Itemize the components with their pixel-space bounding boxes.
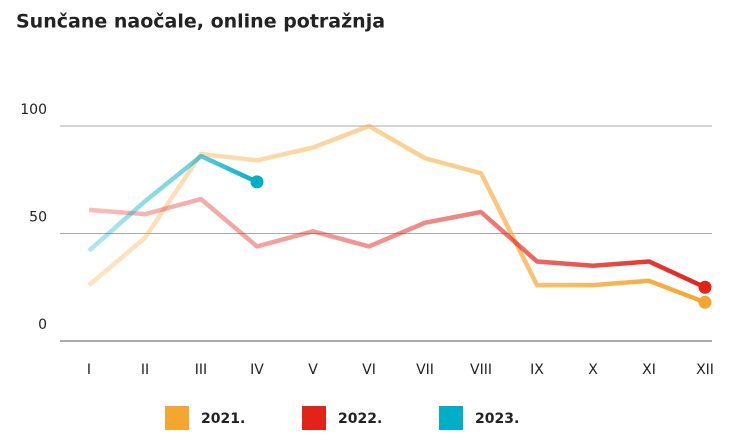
end-point [698, 280, 712, 294]
legend-label: 2023. [475, 411, 519, 427]
x-tick-label: II [141, 362, 149, 378]
x-tick-label: III [195, 362, 207, 378]
x-tick-label: X [588, 362, 598, 378]
legend-swatch [439, 406, 463, 430]
x-tick-label: V [308, 362, 318, 378]
end-point [698, 295, 712, 309]
series-line [87, 123, 706, 305]
x-tick-label: VIII [470, 362, 492, 378]
legend-label: 2022. [338, 411, 382, 427]
x-tick-label: IX [530, 362, 544, 378]
chart-title: Sunčane naočale, online potražnja [16, 11, 385, 33]
series-line [87, 153, 258, 253]
x-tick-label: VI [362, 362, 376, 378]
legend-label: 2021. [201, 411, 245, 427]
series-line [88, 196, 706, 290]
x-tick-label: VII [416, 362, 434, 378]
y-tick-label: 100 [20, 102, 47, 118]
x-tick-label: XI [642, 362, 656, 378]
x-tick-label: I [87, 362, 91, 378]
x-tick-label: IV [250, 362, 264, 378]
legend-swatch [165, 406, 189, 430]
y-tick-label: 0 [38, 317, 47, 333]
x-tick-label: XII [696, 362, 714, 378]
legend-swatch [302, 406, 326, 430]
y-tick-label: 50 [29, 210, 47, 226]
end-point [250, 175, 264, 189]
